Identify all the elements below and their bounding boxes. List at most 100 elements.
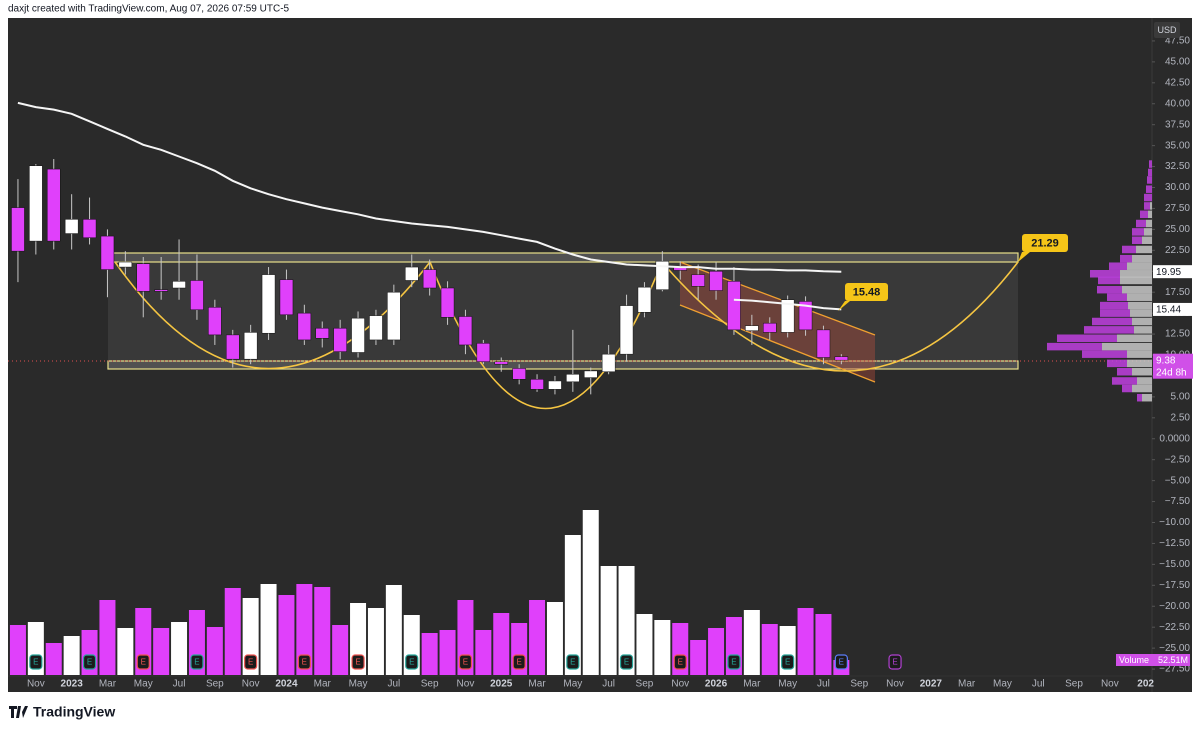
x-tick-label: 202	[1137, 679, 1154, 690]
volume-bar	[636, 614, 653, 675]
profile-up	[1142, 393, 1152, 402]
candle-body	[584, 370, 598, 378]
volume-bar	[206, 627, 223, 675]
profile-down	[1149, 160, 1152, 168]
moving-average	[733, 298, 842, 311]
earnings-marker	[29, 654, 43, 670]
volume-bar	[260, 584, 277, 675]
candle-body	[655, 260, 670, 290]
x-tick-label: Jul	[173, 679, 186, 690]
candle-body	[566, 374, 580, 383]
profile-down	[1100, 309, 1130, 317]
volume-bar	[600, 566, 617, 675]
earnings-marker	[512, 654, 526, 670]
candle-body	[834, 356, 849, 361]
y-tick-label: 17.50	[1165, 287, 1190, 298]
earnings-label: E	[141, 658, 146, 667]
profile-down	[1148, 168, 1152, 177]
y-tick-label: −5.00	[1165, 475, 1191, 486]
x-tick-label: Sep	[850, 679, 868, 690]
x-tick-label: Jul	[387, 679, 400, 690]
y-tick-label: 27.50	[1165, 203, 1190, 214]
volume-bar	[582, 510, 599, 675]
profile-up	[1132, 317, 1152, 326]
profile-up	[1127, 359, 1152, 368]
profile-down	[1144, 202, 1150, 210]
earnings-marker	[297, 654, 311, 670]
y-tick-label: −27.50	[1159, 664, 1190, 675]
profile-down	[1047, 342, 1102, 351]
y-tick-label: 22.50	[1165, 245, 1190, 256]
profile-down	[1090, 270, 1120, 278]
volume-bar	[117, 628, 134, 675]
earnings-marker	[458, 654, 473, 670]
x-tick-label: 2025	[490, 679, 513, 690]
earnings-label: E	[892, 658, 897, 667]
earnings-marker	[781, 654, 795, 670]
profile-up	[1120, 276, 1152, 285]
callout-pointer	[838, 301, 850, 311]
earnings-marker	[351, 654, 365, 670]
volume-bar	[278, 595, 295, 675]
x-tick-label: Jul	[817, 679, 830, 690]
y-tick-label: 12.50	[1165, 329, 1190, 340]
candle-body	[637, 286, 652, 313]
volume-bar	[475, 630, 492, 675]
earnings-marker	[244, 654, 258, 670]
volume-bar	[332, 625, 349, 675]
volume-bar	[493, 613, 510, 675]
candle-body	[369, 315, 383, 341]
candle-body	[745, 325, 759, 331]
last-price-badge-box	[1153, 353, 1193, 367]
countdown-badge-box	[1153, 365, 1193, 379]
profile-down	[1112, 377, 1137, 385]
x-tick-label: Mar	[99, 679, 117, 690]
profile-down	[1109, 262, 1127, 270]
earnings-marker	[136, 654, 150, 670]
profile-down	[1100, 301, 1128, 310]
profile-down	[1132, 228, 1144, 236]
y-tick-label: 0.0000	[1159, 433, 1190, 444]
y-tick-label: −15.00	[1159, 559, 1190, 570]
profile-down	[1098, 276, 1120, 285]
y-tick-label: 42.50	[1165, 77, 1190, 88]
x-tick-label: Mar	[314, 679, 332, 690]
profile-up	[1127, 293, 1152, 301]
profile-down	[1136, 219, 1146, 228]
volume-bar	[63, 636, 80, 675]
x-tick-label: Sep	[421, 679, 439, 690]
ma-badge-box	[1153, 302, 1193, 316]
volume-bar	[708, 628, 725, 675]
profile-up	[1134, 326, 1152, 334]
y-tick-label: −12.50	[1159, 538, 1190, 549]
channel-line	[679, 304, 876, 383]
x-tick-label: Jul	[602, 679, 615, 690]
x-tick-label: Mar	[528, 679, 546, 690]
x-tick-label: May	[563, 679, 582, 690]
earnings-marker	[566, 654, 580, 670]
profile-up	[1137, 377, 1152, 385]
earnings-marker	[888, 654, 902, 670]
earnings-label: E	[516, 658, 521, 667]
earnings-marker	[190, 654, 204, 670]
volume-bar	[385, 585, 402, 675]
volume-bar	[564, 535, 581, 675]
earnings-label: E	[355, 658, 360, 667]
earnings-label: E	[839, 658, 844, 667]
volume-bar	[99, 600, 116, 675]
candle-body	[172, 281, 186, 289]
candle-body	[279, 279, 294, 316]
profile-down	[1144, 193, 1152, 202]
x-tick-label: Nov	[27, 679, 45, 690]
earnings-marker	[82, 654, 97, 670]
volume-bar	[421, 633, 438, 675]
y-tick-label: −17.50	[1159, 580, 1190, 591]
volume-bar	[546, 602, 563, 675]
plot-area: E E E E E E E E E E E E E E E E E 21.29 15.48	[8, 101, 1152, 675]
candle-body	[64, 219, 79, 234]
earnings-label: E	[624, 658, 629, 667]
x-tick-label: Nov	[886, 679, 904, 690]
candle-body	[208, 307, 222, 336]
callout-label: 21.29	[1031, 237, 1059, 249]
volume-bar	[654, 620, 671, 675]
